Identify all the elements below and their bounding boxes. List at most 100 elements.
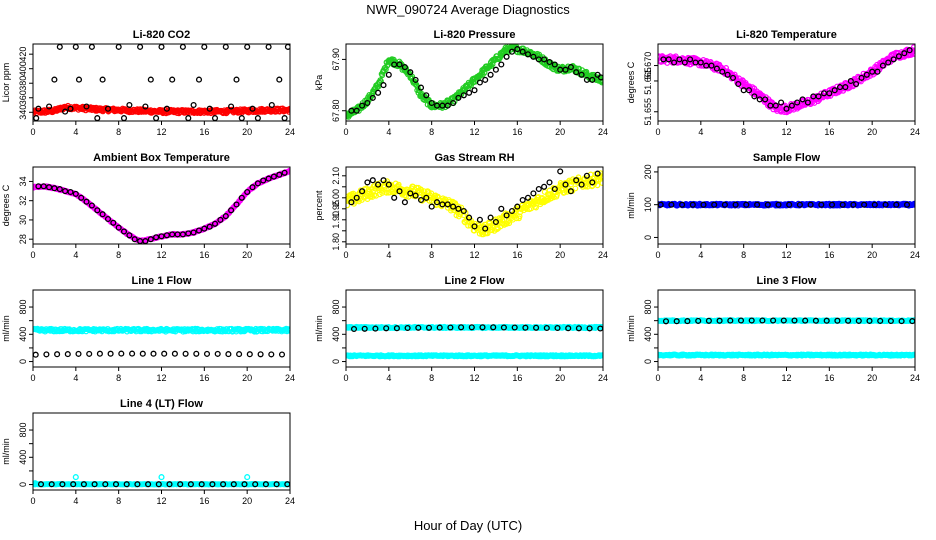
raw-point xyxy=(723,64,729,71)
data-point xyxy=(107,350,114,357)
y-tick-label: 380 xyxy=(18,76,28,91)
plot-area xyxy=(346,168,603,238)
x-tick-label: 20 xyxy=(555,250,565,260)
raw-point xyxy=(554,191,560,198)
raw-point xyxy=(583,68,590,75)
data-point xyxy=(369,177,376,184)
panel-title: Gas Stream RH xyxy=(434,152,514,164)
data-point xyxy=(807,201,814,208)
data-point xyxy=(222,44,229,50)
x-tick-label: 16 xyxy=(512,250,522,260)
x-tick-label: 16 xyxy=(512,373,522,383)
data-point xyxy=(64,351,71,358)
data-point xyxy=(575,325,582,332)
x-tick-label: 4 xyxy=(698,127,703,137)
raw-point xyxy=(286,107,290,113)
data-point xyxy=(858,74,865,81)
data-point xyxy=(206,105,213,112)
data-point xyxy=(244,44,251,50)
data-point xyxy=(877,317,884,324)
y-tick-label: 360 xyxy=(18,90,28,105)
data-point xyxy=(281,169,288,176)
panel-title: Line 1 Flow xyxy=(132,275,192,287)
data-point xyxy=(383,325,390,332)
data-point xyxy=(412,76,419,83)
data-point xyxy=(444,201,451,208)
data-point xyxy=(695,317,702,324)
data-point xyxy=(687,56,694,63)
x-tick-label: 12 xyxy=(156,373,166,383)
raw-point xyxy=(500,221,506,227)
data-point xyxy=(818,201,825,208)
raw-point xyxy=(600,323,603,330)
data-point xyxy=(754,201,761,208)
data-point xyxy=(751,93,758,100)
data-point xyxy=(396,61,403,68)
y-tick-label: 400 xyxy=(331,327,341,342)
y-tick-label: 51.665 xyxy=(643,67,653,95)
series-raw xyxy=(346,44,603,120)
x-tick-label: 12 xyxy=(781,127,791,137)
data-point xyxy=(265,175,272,182)
data-point xyxy=(578,181,585,188)
data-point xyxy=(385,181,392,188)
x-tick-label: 12 xyxy=(469,250,479,260)
data-point xyxy=(514,46,521,53)
y-axis-label: ml/min xyxy=(626,192,636,219)
data-point xyxy=(404,324,411,332)
data-point xyxy=(748,317,755,324)
data-point xyxy=(211,220,219,227)
x-tick-label: 8 xyxy=(429,127,434,137)
data-point xyxy=(276,171,283,178)
data-point xyxy=(211,115,219,121)
data-point xyxy=(721,201,728,208)
data-point xyxy=(193,350,200,357)
raw-point xyxy=(600,78,603,84)
data-point xyxy=(842,84,849,91)
data-point xyxy=(458,324,465,331)
plot-area xyxy=(33,325,290,358)
x-tick-label: 20 xyxy=(555,373,565,383)
data-point xyxy=(407,190,414,197)
data-point xyxy=(772,102,779,109)
data-point xyxy=(567,64,574,71)
data-point xyxy=(153,115,160,121)
y-axis-label: ml/min xyxy=(626,315,636,342)
data-point xyxy=(476,79,483,86)
x-tick-label: 24 xyxy=(598,127,608,137)
series-raw xyxy=(346,170,603,238)
data-point xyxy=(562,66,569,73)
data-point xyxy=(35,105,42,112)
data-point xyxy=(195,227,203,234)
data-point xyxy=(737,317,745,324)
data-point xyxy=(764,201,771,208)
data-point xyxy=(826,90,833,97)
y-tick-label: 100 xyxy=(643,197,653,212)
data-point xyxy=(147,76,154,83)
data-point xyxy=(551,185,558,193)
series-raw xyxy=(33,325,290,335)
panel-title: Line 4 (LT) Flow xyxy=(120,398,203,410)
data-point xyxy=(99,211,106,218)
x-tick-label: 16 xyxy=(199,373,209,383)
data-point xyxy=(171,350,178,357)
x-tick-label: 0 xyxy=(30,127,35,137)
plot-area xyxy=(658,317,915,359)
data-point xyxy=(543,324,550,332)
series-average xyxy=(348,46,603,114)
data-point xyxy=(254,180,261,187)
y-tick-label: 340 xyxy=(18,105,28,120)
data-point xyxy=(201,225,208,232)
x-tick-label: 20 xyxy=(867,127,877,137)
x-tick-label: 0 xyxy=(30,373,35,383)
data-point xyxy=(131,236,138,243)
data-point xyxy=(468,324,475,331)
data-point xyxy=(535,185,542,193)
data-point xyxy=(689,201,696,208)
panel-title: Li-820 CO2 xyxy=(133,29,190,41)
data-point xyxy=(903,201,911,208)
data-point xyxy=(423,92,430,99)
data-point xyxy=(514,203,521,210)
data-point xyxy=(729,74,737,81)
